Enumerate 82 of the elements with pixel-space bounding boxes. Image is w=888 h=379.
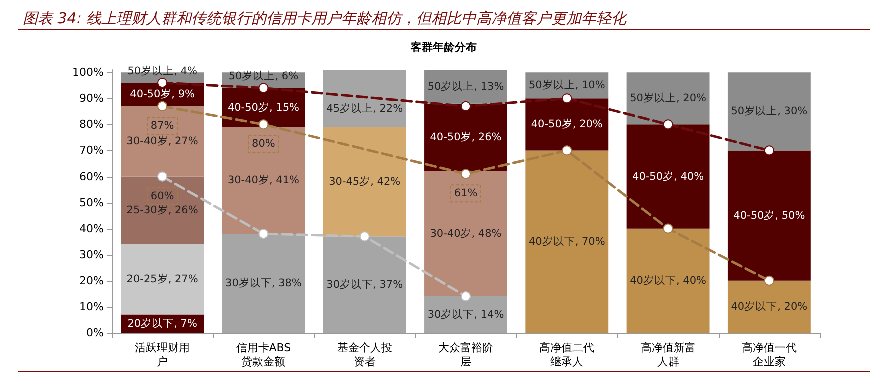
chart-subtitle: 客群年龄分布 <box>410 41 477 54</box>
y-tick-label: 50% <box>80 196 104 210</box>
y-tick-label: 70% <box>80 144 104 158</box>
data-label: 40-50岁, 15% <box>228 102 300 114</box>
data-label: 40-50岁, 50% <box>734 210 806 222</box>
y-tick-label: 60% <box>80 170 104 184</box>
x-tick-label: 活跃理财用户 <box>135 342 190 368</box>
data-label: 30-40岁, 48% <box>430 228 502 240</box>
point <box>360 232 370 242</box>
chart-title: 图表 34: 线上理财人群和传统银行的信用卡用户年龄相仿，但相比中高净值客户更加年轻化 <box>23 10 628 28</box>
y-tick-label: 30% <box>80 248 104 262</box>
data-label: 50岁以上, 20% <box>630 92 706 105</box>
bar <box>626 228 710 333</box>
data-label: 30岁以下, 14% <box>428 308 504 321</box>
point <box>461 101 471 112</box>
point <box>158 78 168 88</box>
point <box>158 101 168 112</box>
point <box>258 120 269 130</box>
data-label: 20-25岁, 27% <box>126 274 198 286</box>
data-label: 50岁以上, 6% <box>228 70 299 83</box>
data-label: 30-45岁, 42% <box>329 176 401 188</box>
x-tick-label: 基金个人投资者 <box>337 342 392 368</box>
y-tick-label: 40% <box>80 222 104 236</box>
annotation: 61% <box>454 188 478 200</box>
point <box>461 169 471 180</box>
bar <box>424 296 508 333</box>
x-tick-label: 高净值二代继承人 <box>540 342 595 368</box>
data-label: 40岁以下, 40% <box>630 274 706 287</box>
bar <box>626 72 710 125</box>
y-tick-label: 80% <box>80 118 104 132</box>
point <box>663 120 674 130</box>
data-label: 50岁以上, 10% <box>528 78 606 92</box>
point <box>562 94 572 104</box>
point <box>258 83 269 94</box>
annotation: 80% <box>252 138 276 150</box>
data-label: 25-30岁, 26% <box>126 204 198 217</box>
x-tick-label: 高净值一代企业家 <box>742 342 797 368</box>
point <box>663 224 674 234</box>
bar <box>121 106 204 177</box>
y-tick-label: 100% <box>72 66 104 80</box>
x-tick-label: 信用卡ABS贷款金额 <box>236 342 292 368</box>
data-label: 30-40岁, 41% <box>228 174 300 187</box>
bar <box>424 172 508 297</box>
data-label: 40-50岁, 26% <box>430 132 502 144</box>
data-label: 40岁以下, 70% <box>528 234 606 248</box>
bar <box>222 127 306 234</box>
point <box>158 172 168 182</box>
bar <box>728 150 811 281</box>
y-tick-label: 10% <box>80 300 104 314</box>
bar <box>728 72 811 151</box>
bar <box>121 244 204 315</box>
data-label: 40-50岁, 20% <box>531 118 603 131</box>
data-label: 50岁以上, 13% <box>428 80 504 93</box>
point <box>764 146 774 156</box>
y-tick-label: 0% <box>86 326 104 340</box>
data-label: 40岁以下, 20% <box>731 300 808 313</box>
bar <box>323 236 406 333</box>
bar <box>526 150 609 333</box>
y-tick-label: 20% <box>80 274 104 288</box>
data-label: 45岁以上, 22% <box>326 102 404 116</box>
x-tick-label: 大众富裕阶层 <box>438 342 494 368</box>
data-label: 30岁以下, 38% <box>226 276 302 290</box>
bar <box>728 280 811 333</box>
bar <box>626 124 710 229</box>
data-label: 50岁以上, 4% <box>128 64 198 78</box>
x-tick-label: 高净值新富人群 <box>640 342 696 368</box>
point <box>764 276 774 286</box>
data-label: 30岁以下, 37% <box>326 278 404 291</box>
annotation: 60% <box>150 190 174 202</box>
data-label: 30-40岁, 27% <box>126 136 198 148</box>
data-label: 50岁以上, 30% <box>731 104 808 118</box>
y-tick-label: 90% <box>80 92 104 106</box>
data-label: 40-50岁, 9% <box>130 88 196 101</box>
data-label: 40-50岁, 40% <box>632 170 704 183</box>
bar <box>121 176 204 244</box>
data-label: 20岁以下, 7% <box>128 316 198 330</box>
annotation: 87% <box>150 120 174 132</box>
point <box>258 229 269 240</box>
point <box>562 146 572 156</box>
point <box>461 292 471 302</box>
bar <box>323 127 406 237</box>
bar <box>222 234 306 333</box>
